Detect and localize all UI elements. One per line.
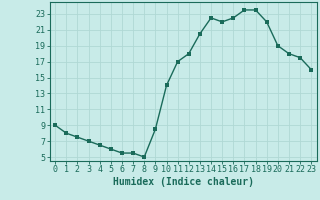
X-axis label: Humidex (Indice chaleur): Humidex (Indice chaleur)	[113, 177, 254, 187]
